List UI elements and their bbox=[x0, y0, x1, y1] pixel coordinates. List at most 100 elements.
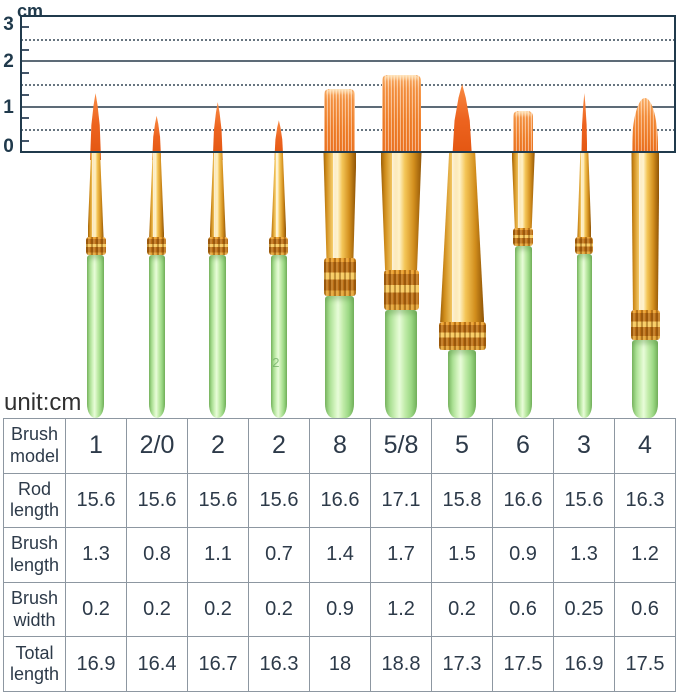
cell-brush-width-col4: 0.2 bbox=[248, 581, 310, 638]
cell-total-length-col8: 17.5 bbox=[492, 636, 554, 692]
brush-6-crimp bbox=[383, 270, 419, 310]
cell-brush-length-col5: 1.4 bbox=[309, 527, 371, 583]
gridline-2cm bbox=[21, 60, 675, 63]
ruler-left-axis bbox=[20, 15, 22, 153]
brush-8-ferrule bbox=[511, 152, 535, 228]
cell-brush-length-col2: 0.8 bbox=[126, 527, 188, 583]
brush-7-ferrule bbox=[440, 152, 485, 322]
ruler-minor-tick bbox=[22, 26, 29, 29]
brush-9-bristles bbox=[581, 93, 588, 160]
brush-1-handle bbox=[87, 255, 105, 418]
ruler-minor-tick bbox=[22, 117, 29, 119]
cell-brush-width-col5: 0.9 bbox=[309, 581, 371, 638]
brush-6-ferrule bbox=[380, 152, 422, 270]
cell-brush-length-col9: 1.3 bbox=[553, 527, 615, 583]
cell-brush-width-col7: 0.2 bbox=[431, 581, 493, 638]
brush-7-handle bbox=[448, 350, 477, 418]
cell-brush-model-col10: 4 bbox=[614, 418, 676, 474]
table-row-brush-width: Brush width 0.2 0.2 0.2 0.2 0.9 1.2 0.2 0.6 0.25 0… bbox=[3, 581, 676, 638]
cell-brush-width-col8: 0.6 bbox=[492, 581, 554, 638]
cell-brush-width-col3: 0.2 bbox=[187, 581, 249, 638]
brush-4-crimp bbox=[269, 237, 289, 255]
cell-total-length-col2: 16.4 bbox=[126, 636, 188, 692]
cell-rod-length-col6: 17.1 bbox=[370, 472, 432, 529]
brush-2-crimp bbox=[147, 237, 167, 255]
cell-rod-length-col3: 15.6 bbox=[187, 472, 249, 529]
row-header-rod-length: Rod length bbox=[3, 472, 66, 529]
unit-note: unit:cm bbox=[4, 389, 82, 416]
brush-4-handle bbox=[270, 255, 287, 418]
cell-brush-length-col1: 1.3 bbox=[65, 527, 127, 583]
cell-brush-model-col8: 6 bbox=[492, 418, 554, 474]
brush-3-crimp bbox=[207, 237, 228, 255]
brush-4-ferrule bbox=[271, 152, 287, 237]
brush-5-ferrule bbox=[323, 152, 357, 258]
cell-total-length-col5: 18 bbox=[309, 636, 371, 692]
cell-total-length-col3: 16.7 bbox=[187, 636, 249, 692]
row-header-brush-length: Brush length bbox=[3, 527, 66, 583]
cell-brush-width-col10: 0.6 bbox=[614, 581, 676, 638]
table-row-brush-length: Brush length 1.3 0.8 1.1 0.7 1.4 1.7 1.5 0.9 1.3 1… bbox=[3, 527, 676, 583]
cell-rod-length-col2: 15.6 bbox=[126, 472, 188, 529]
ruler-minor-tick bbox=[22, 139, 29, 142]
cell-brush-width-col9: 0.25 bbox=[553, 581, 615, 638]
cell-total-length-col6: 18.8 bbox=[370, 636, 432, 692]
brush-10-ferrule bbox=[631, 152, 660, 310]
cell-brush-model-col5: 8 bbox=[309, 418, 371, 474]
brush-1-ferrule bbox=[87, 152, 104, 237]
brush-5-crimp bbox=[323, 258, 356, 296]
brush-1-crimp bbox=[85, 237, 106, 255]
brush-4-handle-mark: 2 bbox=[272, 355, 280, 370]
ruler-minor-tick bbox=[22, 49, 29, 51]
cell-brush-width-col6: 1.2 bbox=[370, 581, 432, 638]
cell-total-length-col10: 17.5 bbox=[614, 636, 676, 692]
cell-brush-length-col3: 1.1 bbox=[187, 527, 249, 583]
table-row-total-length: Total length 16.9 16.4 16.7 16.3 18 18.8 17.3 17… bbox=[3, 636, 676, 692]
cell-brush-model-col1: 1 bbox=[65, 418, 127, 474]
cell-rod-length-col1: 15.6 bbox=[65, 472, 127, 529]
brush-1-bristles bbox=[90, 93, 102, 160]
axis-number-2: 2 bbox=[3, 51, 14, 73]
ruler-right-border bbox=[674, 15, 676, 153]
cell-total-length-col4: 16.3 bbox=[248, 636, 310, 692]
gridline-dashed-1.5cm bbox=[21, 84, 675, 86]
cell-brush-length-col6: 1.7 bbox=[370, 527, 432, 583]
cell-brush-model-col6: 5/8 bbox=[370, 418, 432, 474]
cell-rod-length-col4: 15.6 bbox=[248, 472, 310, 529]
row-header-brush-width: Brush width bbox=[3, 581, 66, 638]
axis-number-1: 1 bbox=[3, 96, 14, 118]
cell-brush-model-col2: 2/0 bbox=[126, 418, 188, 474]
brush-9-ferrule bbox=[577, 152, 592, 237]
cell-brush-length-col4: 0.7 bbox=[248, 527, 310, 583]
brush-2-ferrule bbox=[149, 152, 165, 237]
brush-8-crimp bbox=[513, 228, 534, 246]
brush-7-bristles bbox=[452, 84, 473, 160]
cell-rod-length-col9: 15.6 bbox=[553, 472, 615, 529]
row-header-brush-model: Brush model bbox=[3, 418, 66, 474]
cell-total-length-col7: 17.3 bbox=[431, 636, 493, 692]
cell-rod-length-col5: 16.6 bbox=[309, 472, 371, 529]
cell-brush-width-col2: 0.2 bbox=[126, 581, 188, 638]
gridline-dashed-2.5cm bbox=[21, 38, 675, 41]
cell-brush-length-col7: 1.5 bbox=[431, 527, 493, 583]
brush-8-handle bbox=[514, 246, 532, 418]
brush-9-handle bbox=[576, 254, 592, 418]
brush-5-handle bbox=[325, 296, 355, 418]
brush-9-crimp bbox=[575, 237, 594, 254]
cell-brush-length-col10: 1.2 bbox=[614, 527, 676, 583]
axis-number-3: 3 bbox=[3, 14, 14, 35]
cell-brush-width-col1: 0.2 bbox=[65, 581, 127, 638]
brush-4-bristles bbox=[274, 120, 284, 160]
brush-6-bristles bbox=[381, 74, 421, 160]
cell-rod-length-col10: 16.3 bbox=[614, 472, 676, 529]
row-header-total-length: Total length bbox=[3, 636, 66, 692]
table-row-brush-model: Brush model 1 2/0 2 2 8 5/8 5 6 3 4 bbox=[3, 418, 676, 474]
cell-brush-length-col8: 0.9 bbox=[492, 527, 554, 583]
brush-6-handle bbox=[385, 310, 418, 418]
brush-5-bristles bbox=[324, 88, 356, 160]
brush-10-crimp bbox=[630, 310, 660, 340]
brush-8-bristles bbox=[513, 111, 534, 160]
ruler-bottom-border bbox=[21, 151, 675, 153]
brush-3-handle bbox=[209, 255, 227, 418]
